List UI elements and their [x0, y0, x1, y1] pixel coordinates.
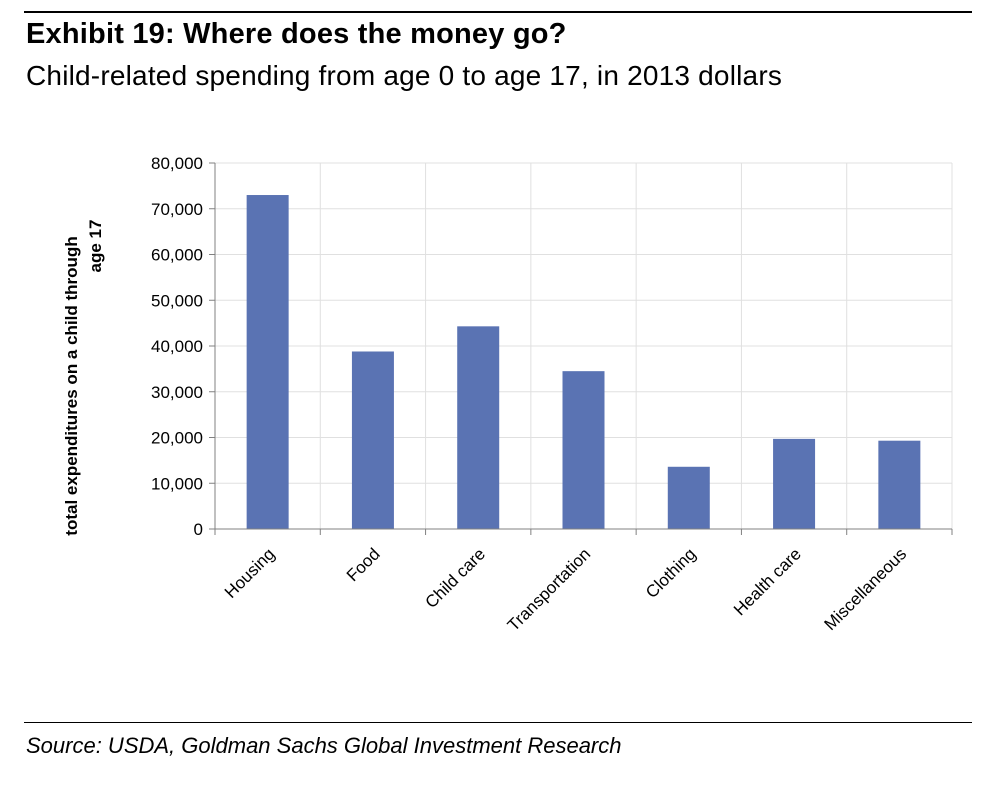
- x-tick-label: Clothing: [642, 544, 700, 602]
- y-tick-label: 70,000: [151, 200, 203, 219]
- x-tick-label: Health care: [730, 544, 805, 619]
- y-tick-label: 20,000: [151, 429, 203, 448]
- bottom-rule: [24, 722, 972, 723]
- x-tick-label: Food: [343, 544, 384, 585]
- y-tick-labels: 0 10,000 20,000 30,000 40,000 50,000 60,000 70,…: [151, 154, 203, 539]
- page-title: Exhibit 19: Where does the money go?: [26, 18, 567, 50]
- bars: [246, 195, 921, 529]
- bar-clothing: [667, 466, 710, 529]
- x-tick-label: Transportation: [504, 544, 594, 634]
- y-axis-label-line1: total expenditures on a child through: [62, 236, 81, 535]
- x-tick-labels: Housing Food Child care Transportation Cloth…: [221, 544, 910, 634]
- page-subtitle: Child-related spending from age 0 to age…: [26, 60, 783, 91]
- source-note: Source: USDA, Goldman Sachs Global Inves…: [26, 733, 622, 758]
- bar-miscellaneous: [878, 440, 921, 529]
- y-tick-label: 0: [194, 520, 203, 539]
- x-tick-label: Housing: [221, 544, 279, 602]
- y-tick-label: 40,000: [151, 337, 203, 356]
- y-tick-label: 80,000: [151, 154, 203, 173]
- y-tick-label: 60,000: [151, 246, 203, 265]
- y-tick-label: 30,000: [151, 383, 203, 402]
- bar-chart: 0 10,000 20,000 30,000 40,000 50,000 60,000 70,…: [62, 154, 953, 635]
- x-tick-label: Child care: [421, 544, 489, 612]
- bar-child-care: [457, 326, 500, 529]
- y-tick-label: 10,000: [151, 474, 203, 493]
- gridlines: [215, 162, 953, 529]
- axes: [209, 162, 953, 535]
- bar-housing: [246, 195, 289, 529]
- y-tick-label: 50,000: [151, 291, 203, 310]
- top-rule: [24, 11, 972, 13]
- bar-health-care: [773, 438, 816, 529]
- x-tick-label: Miscellaneous: [821, 544, 911, 634]
- bar-food: [351, 351, 394, 529]
- bar-transportation: [562, 371, 605, 529]
- y-axis-label-line2: age 17: [86, 220, 105, 273]
